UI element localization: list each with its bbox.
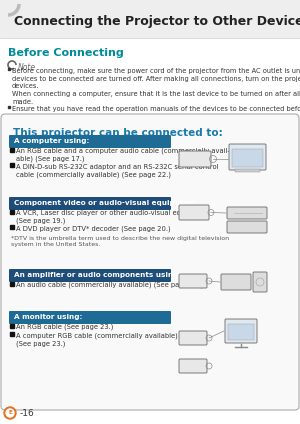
Circle shape bbox=[4, 407, 16, 419]
Circle shape bbox=[6, 409, 14, 417]
Text: An audio cable (commercially available) (See page 21.): An audio cable (commercially available) … bbox=[16, 282, 203, 288]
FancyBboxPatch shape bbox=[227, 221, 267, 233]
FancyBboxPatch shape bbox=[227, 207, 267, 219]
FancyBboxPatch shape bbox=[1, 114, 299, 410]
FancyBboxPatch shape bbox=[179, 359, 207, 373]
Text: E: E bbox=[8, 410, 12, 416]
FancyBboxPatch shape bbox=[9, 197, 171, 210]
Text: Before connecting, make sure the power cord of the projector from the AC outlet : Before connecting, make sure the power c… bbox=[12, 68, 300, 105]
Text: An amplifier or audio components using:: An amplifier or audio components using: bbox=[14, 273, 181, 279]
FancyBboxPatch shape bbox=[9, 135, 171, 148]
FancyBboxPatch shape bbox=[179, 274, 207, 288]
Text: This projector can be connected to:: This projector can be connected to: bbox=[13, 128, 223, 138]
Text: A computer RGB cable (commercially available)
(See page 23.): A computer RGB cable (commercially avail… bbox=[16, 333, 178, 347]
FancyBboxPatch shape bbox=[253, 272, 267, 292]
FancyBboxPatch shape bbox=[9, 311, 171, 324]
Text: A computer using:: A computer using: bbox=[14, 139, 89, 145]
FancyBboxPatch shape bbox=[221, 274, 251, 290]
FancyBboxPatch shape bbox=[179, 331, 207, 345]
FancyBboxPatch shape bbox=[232, 149, 263, 167]
Text: An RGB cable and a computer audio cable (commercially avail-
able) (See page 17.: An RGB cable and a computer audio cable … bbox=[16, 148, 230, 162]
Text: Note: Note bbox=[18, 63, 36, 72]
Text: A monitor using:: A monitor using: bbox=[14, 315, 82, 321]
Text: Ensure that you have read the operation manuals of the devices to be connected b: Ensure that you have read the operation … bbox=[12, 106, 300, 112]
FancyBboxPatch shape bbox=[228, 324, 254, 340]
FancyBboxPatch shape bbox=[225, 319, 257, 343]
FancyBboxPatch shape bbox=[179, 151, 211, 167]
FancyBboxPatch shape bbox=[0, 0, 300, 38]
Text: A DIN-D-sub RS-232C adaptor and an RS-232C serial control
cable (commercially av: A DIN-D-sub RS-232C adaptor and an RS-23… bbox=[16, 164, 218, 178]
Text: A DVD player or DTV* decoder (See page 20.): A DVD player or DTV* decoder (See page 2… bbox=[16, 226, 171, 232]
Text: *DTV is the umbrella term used to describe the new digital television
system in : *DTV is the umbrella term used to descri… bbox=[11, 236, 229, 247]
Text: -16: -16 bbox=[20, 408, 35, 418]
Text: Connecting the Projector to Other Devices: Connecting the Projector to Other Device… bbox=[14, 16, 300, 28]
Text: Before Connecting: Before Connecting bbox=[8, 48, 124, 58]
FancyBboxPatch shape bbox=[235, 169, 260, 172]
Text: Component video or audio-visual equipment:: Component video or audio-visual equipmen… bbox=[14, 201, 199, 206]
FancyBboxPatch shape bbox=[179, 205, 209, 220]
FancyBboxPatch shape bbox=[9, 269, 171, 282]
Text: An RGB cable (See page 23.): An RGB cable (See page 23.) bbox=[16, 324, 113, 330]
FancyBboxPatch shape bbox=[229, 144, 266, 170]
Text: A VCR, Laser disc player or other audio-visual equipment
(See page 19.): A VCR, Laser disc player or other audio-… bbox=[16, 210, 209, 224]
